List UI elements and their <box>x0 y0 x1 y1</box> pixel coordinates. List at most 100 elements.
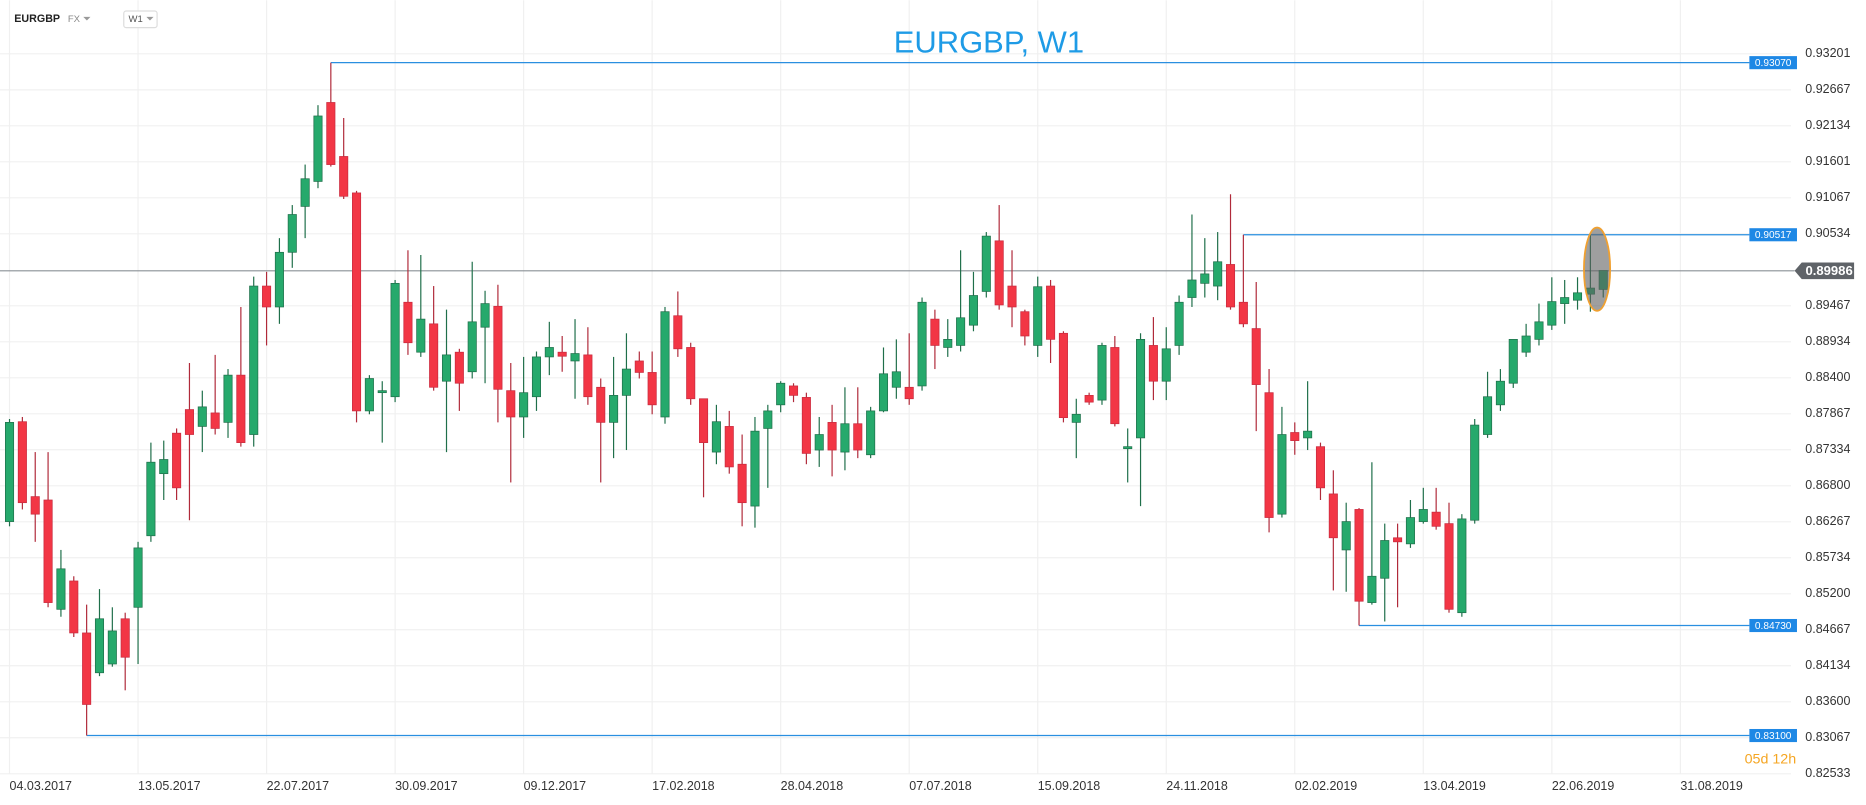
candle-body <box>1354 509 1364 602</box>
x-tick-label: 24.11.2018 <box>1166 779 1228 793</box>
candle-body <box>120 618 130 658</box>
candle-body <box>956 317 966 346</box>
candle-body <box>1225 264 1236 308</box>
candle-body <box>223 374 233 423</box>
market-caret[interactable] <box>83 16 91 21</box>
y-tick-label: 0.86267 <box>1805 514 1850 528</box>
candle-body <box>300 178 310 207</box>
candle-body <box>1277 434 1287 515</box>
timeframe-caret[interactable] <box>146 16 154 21</box>
candle-body <box>1020 311 1030 337</box>
candle-body <box>403 301 413 344</box>
candle-body <box>249 285 259 435</box>
candle-body <box>647 372 657 406</box>
candle-body <box>1187 279 1197 298</box>
candle-body <box>480 303 490 328</box>
candle-body <box>274 251 284 308</box>
last-price-label: 0.89986 <box>1805 263 1852 278</box>
candle-body <box>673 315 683 350</box>
candle-body <box>776 382 786 406</box>
x-tick-label: 07.07.2018 <box>909 779 972 793</box>
y-tick-label: 0.87867 <box>1805 406 1850 420</box>
candle-body <box>94 618 105 674</box>
x-tick-label: 22.07.2017 <box>267 779 330 793</box>
y-tick-label: 0.88400 <box>1805 370 1850 384</box>
candle-body <box>1508 339 1518 384</box>
candle-body <box>493 305 503 390</box>
candle-body <box>467 321 477 373</box>
candle-body <box>943 339 953 348</box>
candle-body <box>1007 285 1017 308</box>
level-label: 0.90517 <box>1755 230 1792 241</box>
candle-body <box>1058 332 1068 419</box>
timeframe[interactable]: W1 <box>129 14 143 25</box>
candle-body <box>82 632 92 705</box>
candle-body <box>1110 347 1120 425</box>
candle-body <box>917 301 927 387</box>
candle-body <box>570 353 580 362</box>
candle-body <box>30 496 40 515</box>
level-label: 0.84730 <box>1755 621 1792 632</box>
y-tick-label: 0.84134 <box>1805 658 1850 672</box>
y-tick-label: 0.91601 <box>1805 154 1850 168</box>
candle-body <box>699 398 709 443</box>
axes: 0.93201 0.92667 0.92134 0.91601 0.91067 0.905… <box>10 46 1855 793</box>
candle-body <box>1367 575 1377 603</box>
y-tick-label: 0.83600 <box>1805 694 1850 708</box>
candle-body <box>1084 395 1094 403</box>
candle-body <box>1380 540 1390 579</box>
candle-body <box>1405 517 1415 545</box>
levels: 0.93070 0.90517 0.84730 0.83100 <box>0 56 1797 743</box>
y-tick-label: 0.87334 <box>1805 442 1850 456</box>
candle-body <box>326 102 336 165</box>
level-label-box <box>1749 618 1797 633</box>
candle-body <box>621 368 631 396</box>
level-label: 0.83100 <box>1755 731 1792 742</box>
candle-body <box>69 580 79 634</box>
candle-body <box>506 390 516 418</box>
candle-body <box>377 390 387 394</box>
candle-body <box>1136 339 1146 439</box>
candle-body <box>1341 521 1351 551</box>
candle-body <box>1431 511 1441 527</box>
last-price-tag <box>1794 262 1855 280</box>
candle-body <box>724 426 734 468</box>
candle-body <box>184 409 194 435</box>
candle-body <box>1560 297 1570 304</box>
x-tick-label: 22.06.2019 <box>1552 779 1615 793</box>
candle-body <box>262 285 272 308</box>
x-tick-label: 17.02.2018 <box>652 779 715 793</box>
market[interactable]: FX <box>68 14 81 25</box>
candle-body <box>968 295 978 326</box>
candle-body <box>1495 380 1505 406</box>
candle-body <box>994 240 1004 306</box>
candle-body <box>17 421 27 504</box>
y-tick-label: 0.88934 <box>1805 334 1850 348</box>
symbol[interactable]: EURGBP <box>14 13 60 25</box>
candle-body <box>1328 493 1338 539</box>
candle-body <box>1046 285 1056 340</box>
candle-body <box>287 214 297 253</box>
x-tick-label: 28.04.2018 <box>781 779 844 793</box>
y-tick-label: 0.90534 <box>1805 226 1850 240</box>
candle-body <box>1123 446 1133 450</box>
candle-body <box>133 547 143 608</box>
candle-body <box>1534 321 1544 340</box>
candle-body <box>390 282 400 398</box>
candle-body <box>454 351 464 384</box>
candle-body <box>750 430 760 507</box>
y-tick-label: 0.85200 <box>1805 586 1850 600</box>
timeframe-box[interactable] <box>123 10 158 29</box>
y-tick-label: 0.92667 <box>1805 82 1850 96</box>
level-label-box <box>1749 228 1797 242</box>
y-tick-label: 0.82533 <box>1805 766 1850 780</box>
candle-body <box>519 392 529 418</box>
candles <box>4 62 1608 736</box>
y-tick-label: 0.83067 <box>1805 730 1850 744</box>
candle-body <box>531 356 541 398</box>
candle-body <box>1251 328 1261 385</box>
candle-body <box>891 371 901 388</box>
candle-body <box>159 459 169 475</box>
candle-body <box>146 461 156 537</box>
